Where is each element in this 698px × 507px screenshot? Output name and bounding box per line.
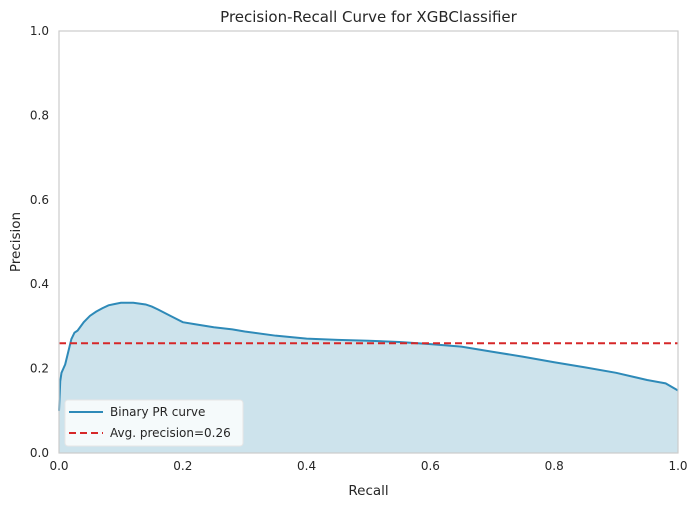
x-axis-ticks: 0.0 0.2 0.4 0.6 0.8 1.0	[49, 459, 687, 473]
x-tick-label: 0.6	[421, 459, 440, 473]
chart-title: Precision-Recall Curve for XGBClassifier	[220, 8, 518, 26]
pr-curve-line	[58, 301, 679, 411]
x-tick-label: 0.4	[297, 459, 316, 473]
y-tick-label: 0.6	[30, 193, 49, 207]
x-axis-label: Recall	[348, 483, 388, 499]
x-tick-label: 0.2	[173, 459, 192, 473]
legend-box	[64, 399, 244, 447]
x-tick-label: 0.0	[49, 459, 68, 473]
y-axis-ticks: 0.0 0.2 0.4 0.6 0.8 1.0	[30, 24, 49, 460]
legend-pr-curve-label: Binary PR curve	[110, 405, 205, 419]
plot-area	[58, 30, 679, 454]
y-tick-label: 0.8	[30, 108, 49, 122]
y-tick-label: 0.0	[30, 446, 49, 460]
x-tick-label: 1.0	[668, 459, 687, 473]
x-tick-label: 0.8	[545, 459, 564, 473]
legend-avg-precision-label: Avg. precision=0.26	[110, 426, 231, 440]
y-tick-label: 1.0	[30, 24, 49, 38]
plot-frame	[58, 30, 679, 454]
legend: Binary PR curve Avg. precision=0.26	[64, 399, 244, 447]
y-tick-label: 0.4	[30, 277, 49, 291]
y-tick-label: 0.2	[30, 362, 49, 376]
y-axis-label: Precision	[8, 212, 24, 272]
